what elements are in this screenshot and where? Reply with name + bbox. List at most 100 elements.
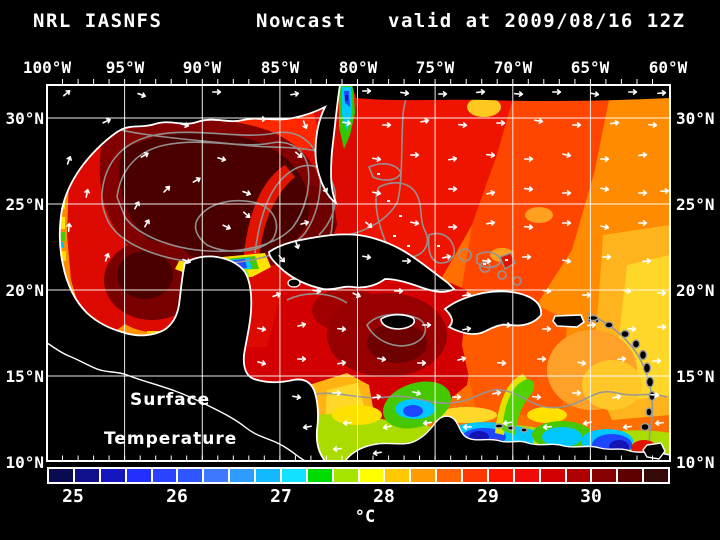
current-arrow — [657, 324, 667, 330]
current-arrow — [302, 424, 312, 430]
colorbar — [47, 467, 670, 484]
current-arrow — [660, 188, 670, 194]
current-arrow — [492, 390, 502, 396]
land-jamaica — [380, 313, 415, 330]
colorbar-segment — [152, 469, 177, 482]
sst-map-canvas — [46, 79, 671, 462]
overlay-label-temperature: Temperature — [104, 429, 238, 449]
current-arrow — [438, 91, 448, 97]
current-arrow — [362, 88, 372, 94]
colorbar-segment — [256, 469, 280, 482]
current-arrow — [382, 424, 392, 430]
current-arrow — [420, 118, 430, 124]
lat-label-right-15n: 15°N — [676, 367, 715, 386]
current-arrow — [163, 185, 171, 193]
current-arrow — [144, 219, 150, 228]
colorbar-segment — [333, 469, 358, 482]
colorbar-tick-27: 27 — [270, 486, 292, 507]
current-arrow — [442, 254, 452, 260]
current-arrow — [362, 254, 372, 260]
colorbar-segment — [644, 469, 668, 482]
current-arrow — [302, 120, 308, 129]
current-arrow — [342, 420, 352, 426]
current-arrow — [212, 89, 222, 95]
current-arrow — [377, 356, 387, 362]
colorbar-segment — [307, 469, 332, 482]
degree-ticks — [62, 79, 653, 461]
bank-speckles — [377, 173, 508, 265]
colorbar-segment — [74, 469, 99, 482]
coastline-pacific — [46, 342, 306, 462]
current-arrow — [300, 220, 310, 226]
lat-label-right-20n: 20°N — [676, 281, 715, 300]
colorbar-segment — [281, 469, 306, 482]
current-arrow — [582, 292, 592, 298]
current-arrow — [297, 322, 307, 328]
current-arrow — [257, 326, 267, 332]
land-lesser-antilles — [494, 314, 656, 433]
colorbar-segment — [411, 469, 436, 482]
current-arrow — [448, 186, 458, 192]
current-arrow — [372, 156, 382, 162]
current-arrow — [562, 152, 572, 158]
current-arrow — [337, 326, 347, 332]
land-hispaniola — [443, 290, 542, 335]
current-arrow — [600, 224, 610, 230]
current-arrow — [294, 151, 303, 158]
current-arrow — [272, 292, 281, 298]
current-arrow — [257, 360, 267, 366]
current-arrow — [352, 292, 361, 298]
current-arrow — [332, 446, 342, 452]
lon-label-65w: 65°W — [570, 58, 610, 77]
current-arrow — [537, 356, 547, 362]
current-arrow — [562, 190, 572, 196]
current-arrow — [257, 116, 267, 122]
colorbar-segment — [204, 469, 229, 482]
coastline-north-america — [58, 84, 341, 462]
current-arrow — [400, 90, 410, 96]
current-arrow — [627, 326, 637, 332]
current-arrow — [486, 152, 496, 158]
current-arrow — [622, 288, 632, 294]
current-arrow — [657, 90, 667, 96]
current-arrow — [242, 190, 251, 196]
current-arrow — [192, 177, 201, 183]
colorbar-segment — [126, 469, 151, 482]
colorbar-segment — [488, 469, 513, 482]
current-arrow — [522, 254, 532, 260]
current-arrow — [552, 89, 562, 95]
lat-label-left-15n: 15°N — [5, 367, 44, 386]
current-arrow — [577, 360, 587, 366]
current-arrow — [610, 120, 620, 126]
current-arrow — [562, 220, 572, 226]
lat-label-right-30n: 30°N — [676, 109, 715, 128]
current-arrow — [476, 89, 486, 95]
current-arrow — [482, 258, 492, 264]
current-arrow — [402, 258, 412, 264]
current-arrow — [590, 91, 600, 97]
current-arrow — [312, 288, 322, 294]
current-arrow — [542, 424, 552, 430]
current-arrow — [458, 122, 468, 128]
current-arrow — [297, 356, 307, 362]
land-puerto-rico — [552, 314, 585, 328]
current-arrow — [364, 221, 373, 228]
current-arrow — [134, 201, 140, 210]
lon-label-75w: 75°W — [415, 58, 455, 77]
current-arrow — [137, 92, 146, 98]
lon-label-95w: 95°W — [105, 58, 145, 77]
current-arrow — [587, 322, 597, 328]
current-arrow — [372, 394, 382, 400]
current-arrow — [524, 224, 534, 230]
lat-label-left-25n: 25°N — [5, 195, 44, 214]
current-arrow — [140, 152, 149, 158]
current-arrow — [294, 240, 300, 249]
colorbar-segment — [49, 469, 73, 482]
lon-label-90w: 90°W — [182, 58, 222, 77]
current-arrow — [582, 420, 592, 426]
current-arrow — [654, 420, 664, 426]
colorbar-segment — [100, 469, 125, 482]
lat-label-left-20n: 20°N — [5, 281, 44, 300]
current-arrow — [410, 220, 420, 226]
current-arrow — [622, 424, 632, 430]
